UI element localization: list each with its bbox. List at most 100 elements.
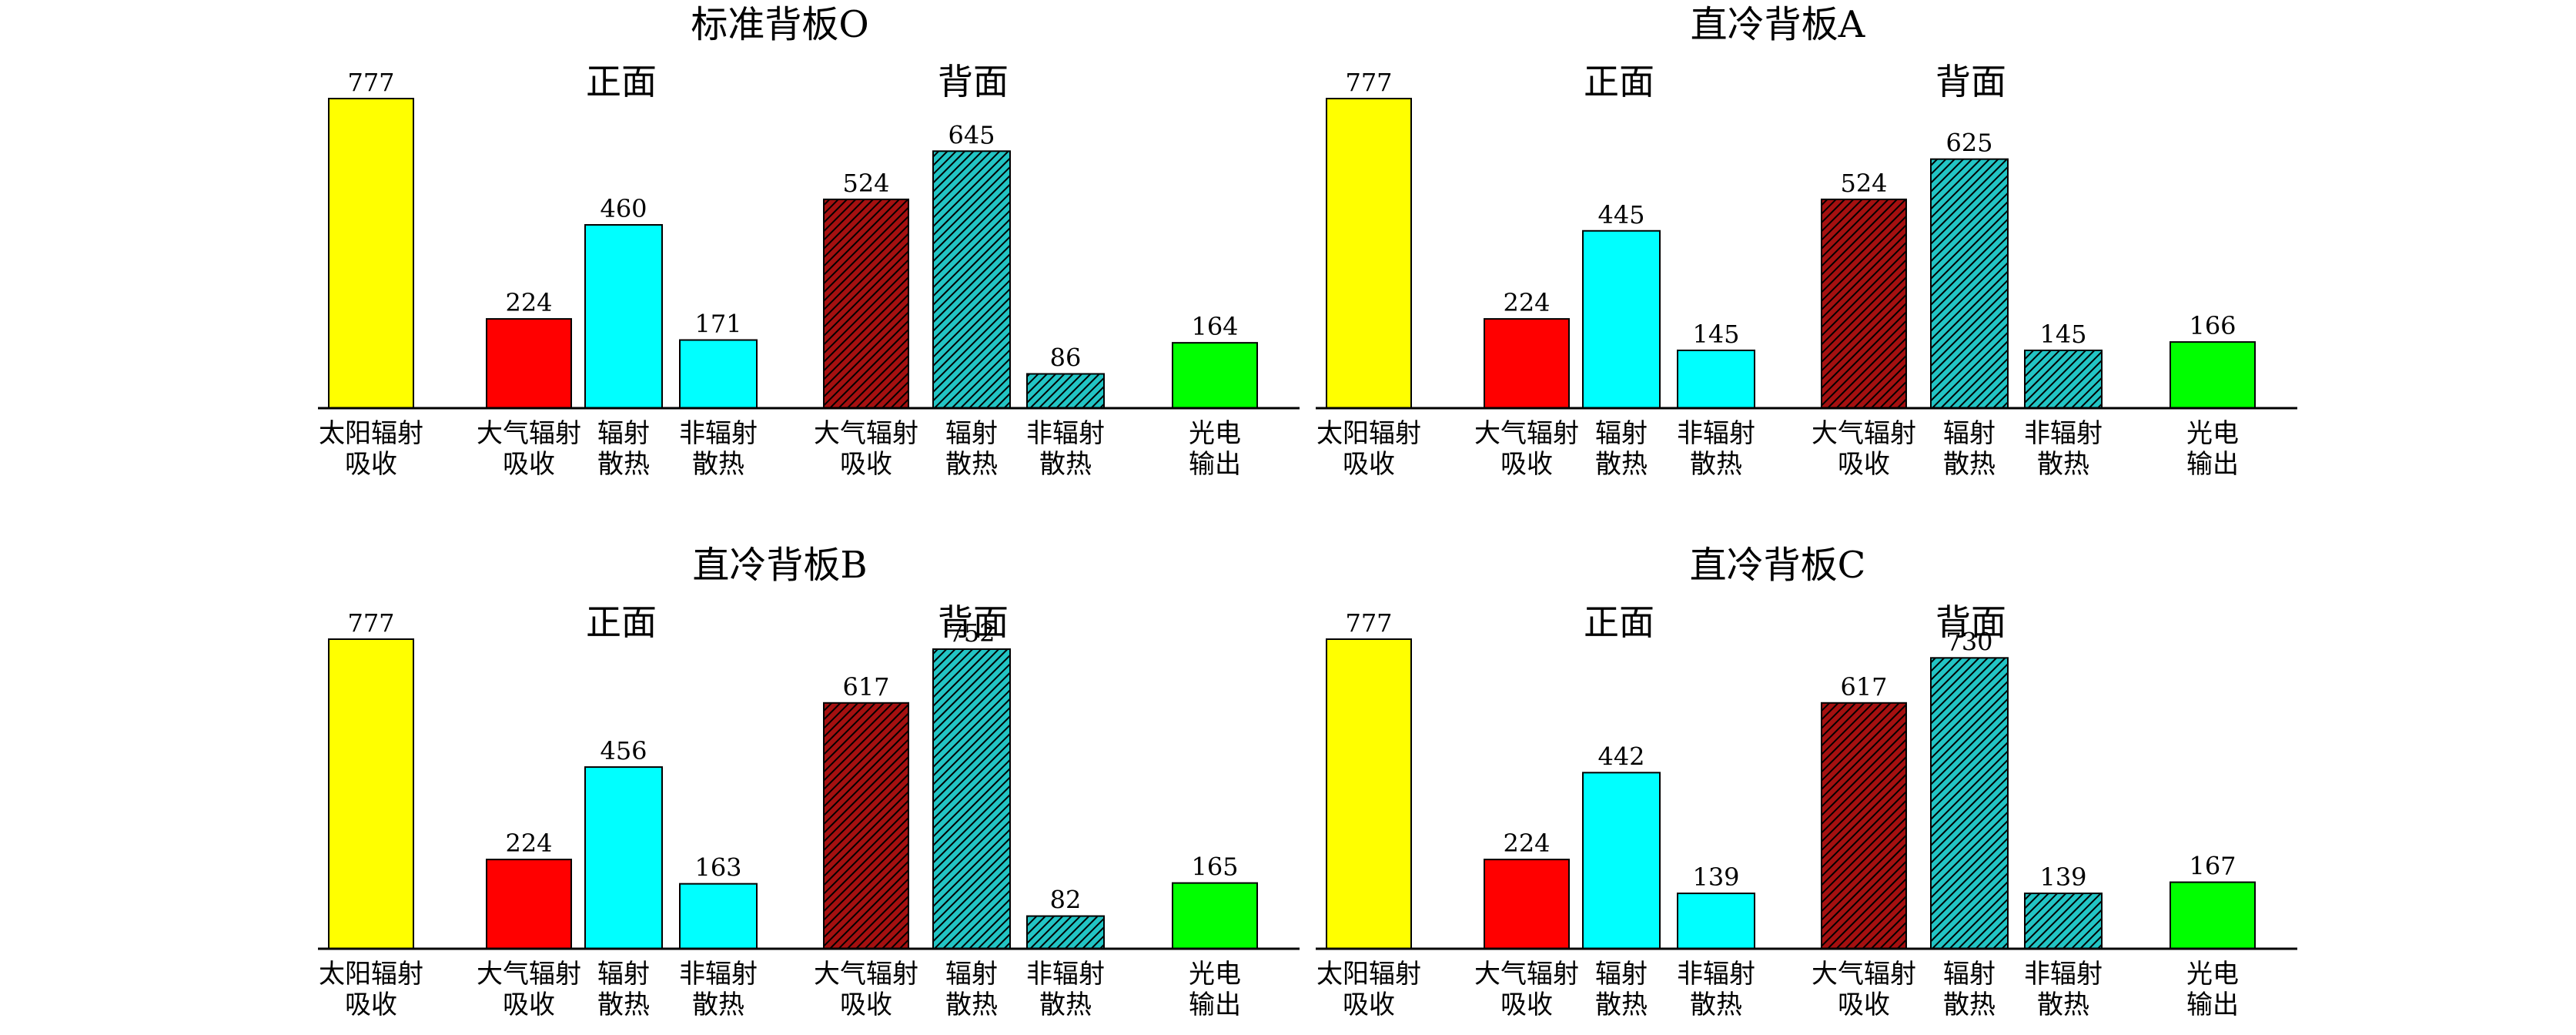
bar-7 xyxy=(1172,342,1258,409)
bar-3 xyxy=(1677,893,1755,950)
data-label-6: 82 xyxy=(1050,886,1082,915)
tick-label-1: 大气辐射吸收 xyxy=(1474,418,1579,480)
data-label-1: 224 xyxy=(505,288,552,317)
bar-0 xyxy=(328,638,414,950)
bar-5 xyxy=(1930,158,2009,409)
chart-panel-1: 直冷背板A 正面 背面 777 太阳辐射吸收 224 大气辐射吸收 445 辐射散热 145 非辐射… xyxy=(1316,3,2297,480)
tick-label-4: 大气辐射吸收 xyxy=(814,418,918,480)
bar-3 xyxy=(679,339,758,409)
bar-1 xyxy=(486,318,572,409)
bar-6 xyxy=(2024,349,2103,409)
section-label-1: 背面 xyxy=(1935,61,2006,102)
bar-2 xyxy=(1582,772,1661,950)
bar-1 xyxy=(1484,318,1570,409)
data-label-3: 139 xyxy=(1692,862,1739,892)
data-label-2: 456 xyxy=(600,736,647,765)
tick-label-0: 太阳辐射吸收 xyxy=(1316,418,1421,480)
tick-label-0: 太阳辐射吸收 xyxy=(319,418,423,480)
data-label-7: 165 xyxy=(1191,852,1238,882)
data-label-6: 139 xyxy=(2039,862,2086,892)
chart-panel-2: 直冷背板B 正面 背面 777 太阳辐射吸收 224 大气辐射吸收 456 辐射散热 163 非辐射… xyxy=(318,544,1300,1020)
bar-6 xyxy=(1026,373,1105,410)
data-label-3: 171 xyxy=(694,310,741,339)
tick-label-7: 光电输出 xyxy=(1189,959,1241,1020)
bar-3 xyxy=(1677,349,1755,409)
tick-label-7: 光电输出 xyxy=(1189,418,1241,480)
section-label-1: 背面 xyxy=(938,601,1009,643)
tick-label-0: 太阳辐射吸收 xyxy=(319,959,423,1020)
tick-label-3: 非辐射散热 xyxy=(1677,418,1755,480)
section-label-1: 背面 xyxy=(938,61,1009,102)
chart-panel-0: 标准背板O 正面 背面 777 太阳辐射吸收 224 大气辐射吸收 460 辐射散热 171 非辐射… xyxy=(318,3,1300,480)
tick-label-2: 辐射散热 xyxy=(597,959,650,1020)
bar-4 xyxy=(1821,702,1907,950)
bar-1 xyxy=(1484,859,1570,950)
bar-1 xyxy=(486,859,572,950)
data-label-1: 224 xyxy=(505,829,552,858)
tick-label-4: 大气辐射吸收 xyxy=(814,959,918,1020)
data-label-3: 145 xyxy=(1692,320,1739,349)
chart-title: 直冷背板C xyxy=(1690,544,1866,587)
section-label-0: 正面 xyxy=(586,61,657,102)
bar-3 xyxy=(679,883,758,950)
tick-label-3: 非辐射散热 xyxy=(679,959,758,1020)
tick-label-3: 非辐射散热 xyxy=(1677,959,1755,1020)
tick-label-6: 非辐射散热 xyxy=(2024,418,2103,480)
tick-label-5: 辐射散热 xyxy=(1943,959,1996,1020)
tick-label-1: 大气辐射吸收 xyxy=(1474,959,1579,1020)
bar-6 xyxy=(1026,915,1105,950)
tick-label-3: 非辐射散热 xyxy=(679,418,758,480)
bar-2 xyxy=(584,224,663,409)
tick-label-4: 大气辐射吸收 xyxy=(1812,418,1916,480)
tick-label-2: 辐射散热 xyxy=(1595,418,1648,480)
data-label-2: 445 xyxy=(1597,200,1644,229)
chart-title: 标准背板O xyxy=(691,3,868,46)
data-label-7: 167 xyxy=(2189,852,2236,881)
data-label-0: 777 xyxy=(347,68,394,97)
tick-label-0: 太阳辐射吸收 xyxy=(1316,959,1421,1020)
tick-label-6: 非辐射散热 xyxy=(2024,959,2103,1020)
data-label-4: 524 xyxy=(1840,169,1887,198)
chart-title: 直冷背板B xyxy=(692,544,867,587)
chart-panel-3: 直冷背板C 正面 背面 777 太阳辐射吸收 224 大气辐射吸收 442 辐射散热 139 非辐射… xyxy=(1316,544,2297,1020)
bar-2 xyxy=(584,766,663,950)
bar-4 xyxy=(1821,198,1907,409)
bar-6 xyxy=(2024,893,2103,950)
bar-4 xyxy=(823,702,909,950)
tick-label-2: 辐射散热 xyxy=(1595,959,1648,1020)
bar-5 xyxy=(1930,657,2009,950)
data-label-6: 145 xyxy=(2039,320,2086,349)
section-label-1: 背面 xyxy=(1935,601,2006,643)
data-label-3: 163 xyxy=(694,853,741,883)
data-label-5: 645 xyxy=(948,120,995,149)
chart-title: 直冷背板A xyxy=(1691,3,1866,46)
data-label-4: 617 xyxy=(1840,672,1887,702)
tick-label-5: 辐射散热 xyxy=(945,418,998,480)
data-label-2: 460 xyxy=(600,194,647,223)
tick-label-1: 大气辐射吸收 xyxy=(477,959,581,1020)
data-label-5: 730 xyxy=(1945,627,1992,656)
section-label-0: 正面 xyxy=(1584,61,1654,102)
bar-0 xyxy=(1326,98,1412,409)
tick-label-4: 大气辐射吸收 xyxy=(1812,959,1916,1020)
data-label-7: 166 xyxy=(2189,311,2236,340)
tick-label-7: 光电输出 xyxy=(2186,959,2239,1020)
tick-label-5: 辐射散热 xyxy=(1943,418,1996,480)
data-label-6: 86 xyxy=(1050,343,1082,373)
section-label-0: 正面 xyxy=(586,601,657,643)
data-label-4: 617 xyxy=(842,672,889,702)
data-label-0: 777 xyxy=(347,608,394,638)
tick-label-2: 辐射散热 xyxy=(597,418,650,480)
data-label-5: 752 xyxy=(948,618,995,648)
bar-5 xyxy=(932,648,1011,950)
data-label-1: 224 xyxy=(1503,829,1550,858)
data-label-2: 442 xyxy=(1597,742,1644,771)
bar-7 xyxy=(1172,882,1258,950)
data-label-1: 224 xyxy=(1503,288,1550,317)
tick-label-6: 非辐射散热 xyxy=(1026,418,1105,480)
tick-label-7: 光电输出 xyxy=(2186,418,2239,480)
bar-4 xyxy=(823,198,909,409)
bar-0 xyxy=(328,98,414,409)
bar-7 xyxy=(2170,881,2256,950)
